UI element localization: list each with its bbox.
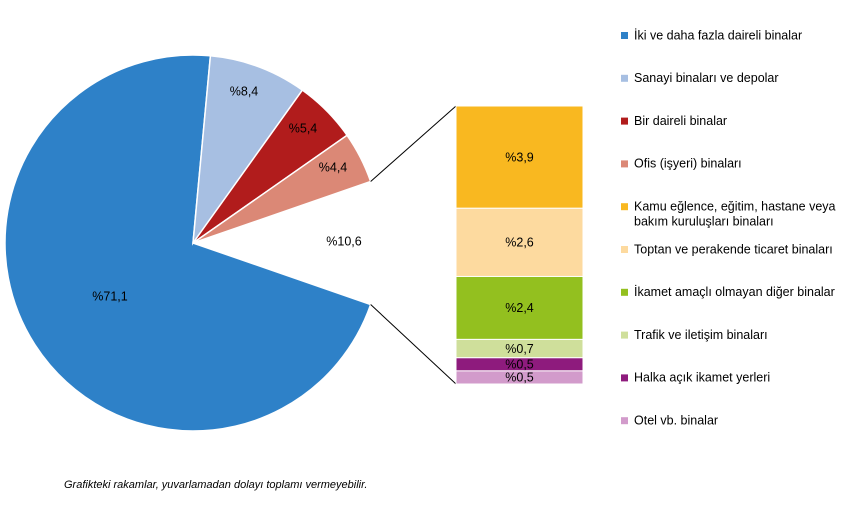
legend-label: bakım kuruluşları binaları — [634, 214, 774, 228]
bar-data-label: %3,9 — [505, 150, 534, 164]
legend-swatch — [621, 32, 628, 39]
legend-label: Toptan ve perakende ticaret binaları — [634, 242, 833, 256]
bar-segment — [455, 370, 584, 385]
bar-segment — [455, 105, 584, 209]
legend-swatch — [621, 117, 628, 125]
pie-slice — [4, 54, 372, 432]
legend-label: Kamu eğlence, eğitim, hastane veya — [634, 199, 836, 213]
bar-data-label: %2,4 — [505, 301, 534, 315]
legend-label: İkamet amaçlı olmayan diğer binalar — [634, 285, 835, 299]
connector-line-bottom — [370, 304, 457, 385]
bar-data-label: %0,5 — [505, 371, 534, 385]
legend: İki ve daha fazla daireli binalar Sanayi … — [621, 28, 836, 427]
footnote: Grafikteki rakamlar, yuvarlamadan dolayı… — [64, 479, 368, 491]
legend-label: Sanayi binaları ve depolar — [634, 71, 779, 85]
connector-lines — [370, 105, 457, 385]
legend-label: Trafik ve iletişim binaları — [634, 328, 768, 342]
pie-data-label: %10,6 — [326, 234, 361, 248]
legend-swatch — [621, 74, 628, 82]
legend-swatch — [621, 203, 628, 211]
legend-swatch — [621, 331, 628, 339]
bar-data-label: %0,5 — [505, 358, 534, 372]
bar-segment — [455, 275, 584, 340]
pie-data-label: %5,4 — [289, 121, 318, 135]
legend-label: Ofis (işyeri) binaları — [634, 157, 742, 171]
legend-label: Halka açık ikamet yerleri — [634, 371, 770, 385]
pie: %71,1 %8,4 %5,4 %4,4 %10,6 — [4, 54, 372, 432]
connector-line-top — [370, 105, 457, 182]
legend-swatch — [621, 288, 628, 296]
bar-data-label: %0,7 — [505, 342, 534, 356]
bar-data-label: %2,6 — [505, 236, 534, 250]
legend-label: İki ve daha fazla daireli binalar — [634, 28, 802, 42]
legend-swatch — [621, 374, 628, 382]
legend-swatch — [621, 160, 628, 168]
pie-data-label: %8,4 — [230, 84, 259, 98]
legend-swatch — [621, 246, 628, 253]
pie-data-label: %71,1 — [92, 289, 127, 303]
pie-slice — [191, 54, 304, 246]
bar-segment — [455, 207, 584, 277]
legend-label: Bir daireli binalar — [634, 114, 727, 128]
legend-label: Otel vb. binalar — [634, 413, 718, 427]
stacked-bar: %3,9 %2,6 %2,4 %0,7 %0,5%0,5 — [455, 105, 584, 385]
pie-data-label: %4,4 — [319, 160, 348, 174]
legend-swatch — [621, 417, 628, 425]
